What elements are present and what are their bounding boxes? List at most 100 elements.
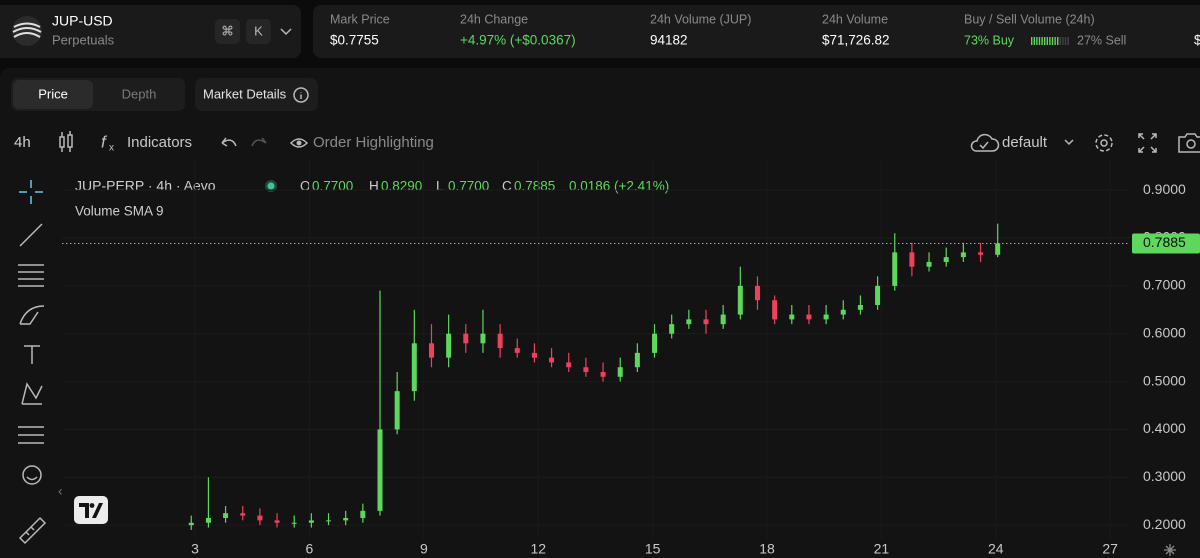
legend-key: C	[502, 179, 512, 194]
text-tool[interactable]	[24, 345, 40, 364]
symbol-subtitle: Perpetuals	[52, 32, 115, 47]
x-tick-label: 15	[645, 541, 661, 557]
candle-body	[205, 517, 211, 523]
y-tick-label: 0.2000	[1143, 516, 1186, 532]
stat-label: 24h Volume (JUP)	[650, 12, 751, 26]
trendline-tool[interactable]	[19, 223, 43, 247]
key-label: K	[254, 23, 263, 38]
crosshair-tool[interactable]	[19, 180, 43, 204]
fx-icon[interactable]: x	[109, 143, 114, 154]
bar-tick	[1041, 37, 1043, 45]
ruler-tool[interactable]	[18, 516, 47, 545]
chevron[interactable]	[280, 28, 292, 36]
candle-body	[892, 252, 898, 286]
stat-value-cut: $	[1194, 33, 1200, 48]
settings-icon[interactable]	[1095, 134, 1113, 152]
candle-body	[308, 520, 314, 523]
candle-body	[634, 352, 640, 368]
candle-body	[343, 517, 349, 521]
candle-body	[531, 352, 537, 358]
brush-tool[interactable]	[19, 305, 45, 325]
bar-tick	[1067, 37, 1069, 45]
camera-icon	[1186, 139, 1196, 149]
stat-value: 94182	[650, 33, 688, 48]
layout-name[interactable]: default	[1002, 134, 1048, 151]
candle-body	[617, 367, 623, 377]
pattern-tool[interactable]	[21, 382, 43, 405]
tab[interactable]: Price	[38, 86, 68, 101]
candle-body	[583, 367, 589, 373]
emoji-tool	[26, 476, 38, 481]
bar-tick	[1054, 37, 1056, 45]
candle-body	[995, 243, 1001, 255]
chevron[interactable]	[1064, 139, 1074, 146]
legend-key: O	[300, 179, 311, 194]
candle-body	[274, 520, 280, 523]
stat-value: $0.7755	[330, 33, 379, 48]
fib-tool[interactable]	[18, 264, 44, 287]
candle-body	[754, 285, 760, 301]
stat-label: 24h Volume	[822, 12, 888, 26]
market-details[interactable]: Market Details	[203, 86, 287, 101]
y-tick-label: 0.5000	[1143, 372, 1186, 388]
legend-value: 0.7885	[514, 179, 555, 194]
last-price-label: 0.7885	[1143, 234, 1186, 250]
candle-body	[806, 314, 812, 320]
candle-body	[926, 261, 932, 267]
x-tick-label: 9	[420, 541, 428, 557]
bar-tick	[1046, 37, 1048, 45]
sell-share: 27% Sell	[1077, 33, 1126, 47]
x-tick-label: 18	[759, 541, 775, 557]
candle-body	[823, 314, 829, 320]
stats-card	[313, 5, 1200, 58]
candle-body	[514, 348, 520, 353]
candle-body	[875, 285, 881, 306]
forecast-tool[interactable]	[18, 426, 44, 444]
tab-selected[interactable]	[13, 80, 93, 109]
candle-body	[446, 333, 452, 358]
interval[interactable]: 4h	[14, 134, 31, 151]
x-tick-label: 21	[874, 541, 890, 557]
eye-icon[interactable]	[289, 138, 309, 148]
candle-body	[411, 343, 417, 392]
bar-tick	[1033, 37, 1035, 45]
key-label: ⌘	[221, 23, 234, 38]
camera-icon[interactable]	[1178, 133, 1200, 153]
market-details-button[interactable]	[195, 78, 318, 111]
stat-label: Mark Price	[330, 12, 390, 26]
bar-tick	[1062, 37, 1064, 45]
bar-tick	[1057, 37, 1059, 45]
x-tick-label: 27	[1102, 541, 1118, 557]
symbol-card[interactable]	[0, 5, 301, 58]
axis-settings[interactable]	[1164, 544, 1176, 556]
legend-change: 0.0186 (+2.41%)	[569, 179, 669, 194]
legend-value: 0.8290	[381, 179, 422, 194]
undo[interactable]	[221, 137, 237, 147]
tradingview-logo	[74, 496, 108, 524]
indicators[interactable]: Indicators	[127, 134, 192, 151]
emoji-tool[interactable]	[22, 465, 42, 485]
candle-body	[291, 522, 297, 524]
fullscreen-icon[interactable]	[1138, 133, 1157, 153]
candle-body	[720, 314, 726, 325]
bar-tick	[1049, 37, 1051, 45]
order-highlighting[interactable]: Order Highlighting	[313, 134, 434, 151]
plot: 0.20000.30000.40000.50000.60000.70000.80…	[62, 160, 1200, 557]
x-tick-label: 24	[988, 541, 1004, 557]
cloud-icon[interactable]	[970, 133, 1000, 152]
y-tick-label: 0.3000	[1143, 468, 1186, 484]
bar-tick	[1051, 37, 1054, 45]
candle-body	[188, 522, 194, 526]
buy-share: 73% Buy	[964, 33, 1015, 47]
candle-body	[703, 319, 709, 325]
collapse-arrow[interactable]: ‹	[58, 483, 63, 499]
candle-body	[978, 252, 984, 255]
x-tick-label: 12	[530, 541, 546, 557]
key-cap	[215, 19, 240, 44]
candle-body	[737, 285, 743, 315]
candles-icon[interactable]	[59, 131, 73, 152]
tab[interactable]: Depth	[122, 86, 157, 101]
stat-value: $71,726.82	[822, 33, 890, 48]
fx-icon[interactable]: f	[101, 132, 108, 151]
candle-body	[377, 429, 383, 511]
